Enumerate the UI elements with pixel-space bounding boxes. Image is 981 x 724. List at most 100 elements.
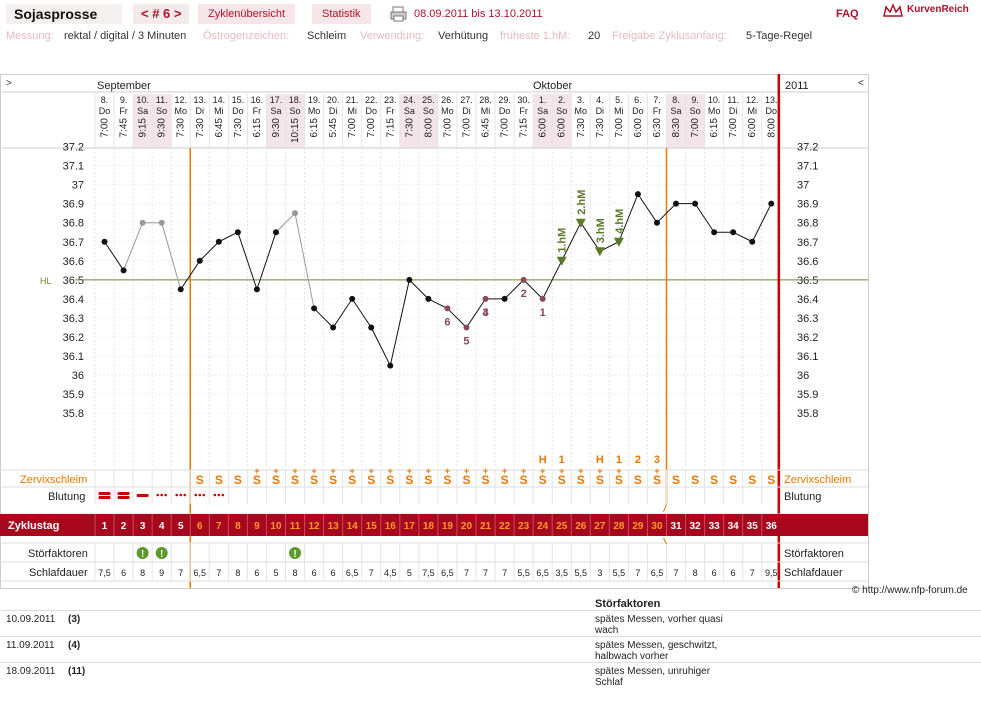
- mucus-symbol: S: [501, 473, 509, 487]
- temp-point: [349, 295, 356, 302]
- cycle-day-number: 36: [766, 521, 778, 532]
- cycle-day-number: 20: [461, 521, 473, 532]
- y-tick-label-right: 36.3: [797, 313, 818, 325]
- time-label: 6:00: [557, 118, 568, 138]
- time-label: 9:15: [138, 118, 149, 138]
- y-tick-label: 37: [72, 180, 84, 192]
- cycle-day-number: 33: [709, 521, 721, 532]
- y-tick-label-right: 37.1: [797, 161, 818, 173]
- date-label: 24.: [403, 95, 416, 105]
- mucus-symbol: S: [729, 473, 737, 487]
- nav-right-arrow: <: [858, 78, 864, 89]
- peak-marker: 2: [635, 454, 641, 466]
- weekend-header-shade: [266, 94, 286, 148]
- time-label: 6:15: [309, 118, 320, 138]
- mucus-symbol: S: [367, 473, 375, 487]
- cycle-day-number: 17: [404, 521, 416, 532]
- bleeding-heavy-mark: [98, 496, 111, 499]
- peak-marker: H: [596, 454, 604, 466]
- temp-point: [253, 286, 260, 293]
- cycle-day-number: 32: [690, 521, 702, 532]
- date-label: 13.: [194, 95, 207, 105]
- weekend-header-shade: [133, 94, 153, 148]
- sleep-value: 8: [140, 568, 145, 578]
- verwendung-label: Verwendung:: [360, 30, 425, 42]
- cycle-day-number: 29: [632, 521, 644, 532]
- cycle-day-number: 4: [159, 521, 165, 532]
- time-label: 10:15: [290, 118, 301, 143]
- temp-point: [196, 257, 203, 264]
- time-label: 8:00: [423, 118, 434, 138]
- sleep-value: 6,5: [536, 568, 549, 578]
- low-number-label: 5: [463, 335, 469, 347]
- mucus-symbol: S: [272, 473, 280, 487]
- freigabe-label: Freigabe Zyklusanfang:: [612, 30, 727, 42]
- temp-point: [234, 229, 241, 236]
- chart-frame: [0, 74, 869, 589]
- time-label: 7:00: [442, 118, 453, 138]
- sleep-value: 6: [312, 568, 317, 578]
- mucus-plus: +: [273, 466, 278, 476]
- mucus-symbol: S: [748, 473, 756, 487]
- temp-line-segment: [332, 298, 353, 328]
- temp-point: [368, 324, 375, 331]
- temp-point: [673, 200, 680, 207]
- high-measurement-marker: [613, 237, 624, 247]
- time-label: 7:00: [100, 118, 111, 138]
- mucus-symbol: S: [558, 473, 566, 487]
- temp-line-segment: [637, 193, 658, 223]
- temp-line-segment: [199, 241, 220, 262]
- tab-cycle-overview[interactable]: Zyklenübersicht: [198, 4, 296, 24]
- note-text: spätes Messen, geschwitzt,: [595, 640, 718, 651]
- cycle-navigator[interactable]: < # 6 >: [133, 4, 190, 24]
- weekend-header-shade: [418, 94, 438, 148]
- bleeding-light-dot: [194, 493, 198, 497]
- print-icon[interactable]: [390, 5, 408, 23]
- cycle-day-number: 22: [499, 521, 511, 532]
- cycle-day-number: 16: [385, 521, 397, 532]
- date-label: 11.: [727, 95, 739, 105]
- date-label: 20.: [327, 95, 340, 105]
- date-label: 12.: [174, 95, 187, 105]
- weekday-label: So: [556, 106, 567, 116]
- bleeding-heavy-mark: [117, 492, 130, 495]
- temp-line-segment: [732, 231, 753, 243]
- sleep-value: 7,5: [422, 568, 435, 578]
- weekend-header-shade: [552, 94, 572, 148]
- disturbance-icon-mark: !: [293, 549, 296, 560]
- temp-point: [520, 276, 527, 283]
- temp-line-segment: [161, 222, 182, 290]
- y-tick-label-right: 35.8: [797, 408, 818, 420]
- top-bar: Sojasprosse < # 6 > Zyklenübersicht Stat…: [0, 0, 981, 27]
- y-tick-label-right: 36.1: [797, 351, 818, 363]
- weekday-label: Do: [766, 106, 778, 116]
- mucus-symbol: S: [215, 473, 223, 487]
- month-label: September: [97, 80, 151, 92]
- time-label: 9:30: [271, 118, 282, 138]
- cycle-info-bar: Messung: rektal / digital / 3 Minuten Ös…: [0, 30, 981, 46]
- mucus-plus: +: [483, 466, 488, 476]
- y-tick-label: 36.8: [63, 218, 84, 230]
- cycle-day-number: 23: [518, 521, 530, 532]
- brand-name[interactable]: KurvenReich: [907, 4, 969, 15]
- date-label: 18.: [289, 95, 302, 105]
- mucus-symbol: S: [634, 473, 642, 487]
- high-measurement-label: 1.hM: [557, 228, 569, 253]
- faq-link[interactable]: FAQ: [836, 8, 859, 20]
- tab-statistics[interactable]: Statistik: [312, 4, 371, 24]
- bleeding-light-dot: [221, 493, 225, 497]
- mucus-symbol: S: [348, 473, 356, 487]
- weekend-header-shade: [152, 94, 172, 148]
- temp-line-segment: [104, 241, 124, 271]
- weekday-label: Mi: [214, 106, 224, 116]
- weekday-label: Sa: [404, 106, 415, 116]
- sleep-value: 6,5: [194, 568, 207, 578]
- y-tick-label: 35.8: [63, 408, 84, 420]
- bleeding-light-dot: [183, 493, 187, 497]
- bleeding-light-dot: [217, 493, 221, 497]
- cycle-day-number: 5: [178, 521, 184, 532]
- weekday-label: Do: [232, 106, 244, 116]
- sleep-value: 7: [464, 568, 469, 578]
- weekday-label: Di: [329, 106, 338, 116]
- messung-label: Messung:: [6, 30, 54, 42]
